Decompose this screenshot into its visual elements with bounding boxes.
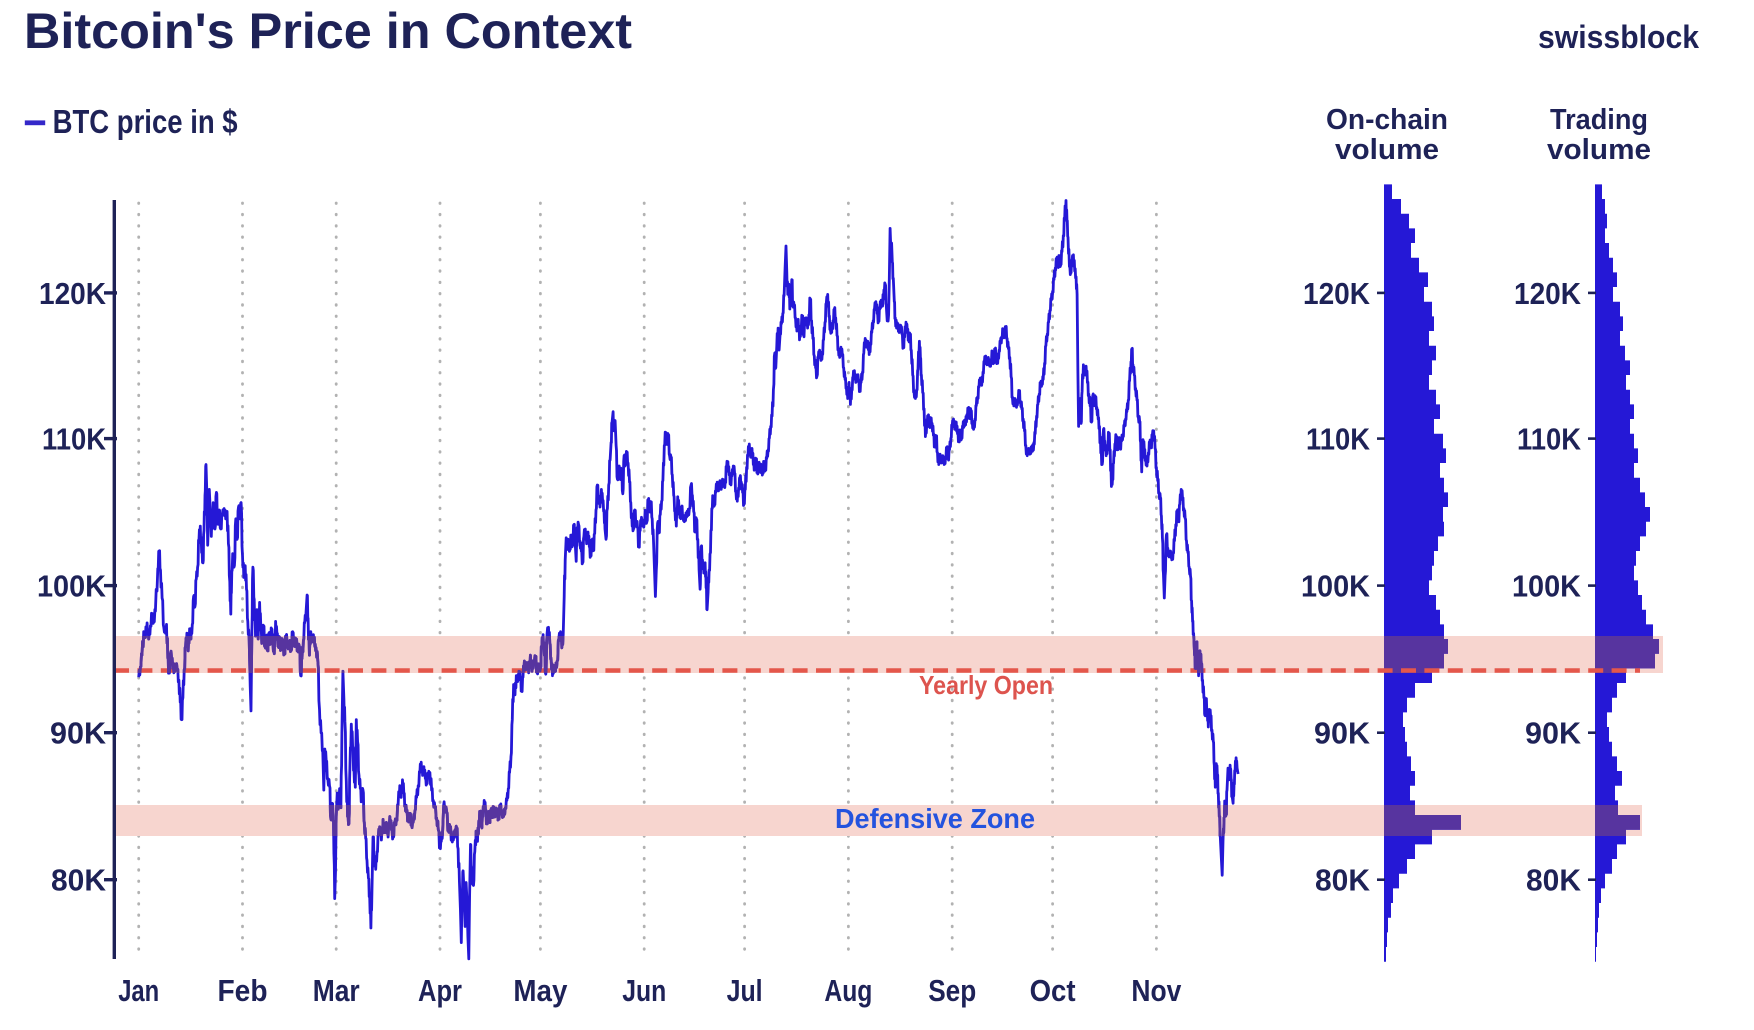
svg-text:110K: 110K xyxy=(42,422,107,457)
svg-text:120K: 120K xyxy=(39,276,107,311)
svg-text:90K: 90K xyxy=(1314,716,1371,751)
svg-text:Aug: Aug xyxy=(824,973,872,1008)
svg-text:Feb: Feb xyxy=(218,973,268,1008)
svg-text:Jun: Jun xyxy=(622,973,666,1008)
svg-text:Apr: Apr xyxy=(418,973,462,1008)
svg-text:Trading: Trading xyxy=(1550,104,1648,136)
svg-text:Sep: Sep xyxy=(928,973,976,1008)
svg-text:80K: 80K xyxy=(51,863,107,898)
svg-text:80K: 80K xyxy=(1315,863,1371,898)
svg-text:Oct: Oct xyxy=(1030,973,1076,1008)
svg-text:volume: volume xyxy=(1335,134,1439,166)
svg-text:80K: 80K xyxy=(1526,863,1582,898)
svg-text:90K: 90K xyxy=(1525,716,1582,751)
svg-text:120K: 120K xyxy=(1303,276,1371,311)
svg-text:Nov: Nov xyxy=(1131,973,1182,1008)
svg-text:Defensive Zone: Defensive Zone xyxy=(835,803,1035,834)
svg-text:Jul: Jul xyxy=(727,973,763,1008)
svg-text:100K: 100K xyxy=(1512,569,1582,604)
svg-text:100K: 100K xyxy=(37,569,107,604)
svg-text:100K: 100K xyxy=(1301,569,1371,604)
svg-text:Mar: Mar xyxy=(313,973,360,1008)
svg-text:120K: 120K xyxy=(1514,276,1582,311)
svg-text:Bitcoin's Price in Context: Bitcoin's Price in Context xyxy=(24,3,632,59)
svg-text:110K: 110K xyxy=(1306,422,1371,457)
svg-text:90K: 90K xyxy=(50,716,107,751)
svg-text:On-chain: On-chain xyxy=(1326,104,1448,136)
svg-text:May: May xyxy=(513,973,568,1008)
svg-text:volume: volume xyxy=(1547,134,1651,166)
svg-text:Jan: Jan xyxy=(118,973,159,1008)
svg-text:swissblock: swissblock xyxy=(1538,19,1699,55)
svg-text:Yearly Open: Yearly Open xyxy=(919,670,1053,700)
svg-text:BTC price in $: BTC price in $ xyxy=(53,103,238,140)
svg-text:110K: 110K xyxy=(1517,422,1582,457)
